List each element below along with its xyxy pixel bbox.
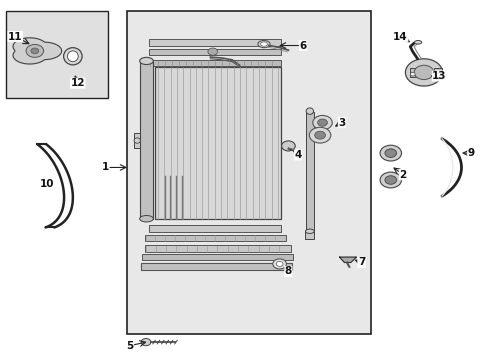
Bar bbox=[306, 112, 313, 237]
Circle shape bbox=[317, 119, 327, 126]
Bar bbox=[134, 134, 140, 148]
Ellipse shape bbox=[67, 51, 78, 62]
Bar bbox=[149, 39, 281, 45]
Text: 6: 6 bbox=[299, 41, 306, 50]
Text: 7: 7 bbox=[357, 257, 365, 267]
Circle shape bbox=[276, 261, 283, 266]
Ellipse shape bbox=[63, 48, 82, 65]
Bar bbox=[5, 12, 108, 98]
Bar bbox=[433, 68, 442, 78]
Ellipse shape bbox=[257, 41, 269, 48]
Ellipse shape bbox=[260, 42, 267, 46]
Circle shape bbox=[379, 145, 401, 161]
Bar bbox=[141, 263, 292, 270]
Circle shape bbox=[384, 149, 396, 157]
Circle shape bbox=[409, 72, 414, 76]
Text: 3: 3 bbox=[338, 118, 345, 128]
Bar bbox=[144, 234, 285, 241]
Circle shape bbox=[272, 259, 286, 269]
Polygon shape bbox=[339, 257, 356, 262]
Bar bbox=[149, 225, 281, 232]
Circle shape bbox=[314, 131, 325, 139]
Text: 4: 4 bbox=[294, 150, 301, 160]
Ellipse shape bbox=[140, 57, 153, 64]
Bar bbox=[127, 12, 370, 334]
Circle shape bbox=[384, 176, 396, 184]
Text: 12: 12 bbox=[70, 78, 85, 88]
Ellipse shape bbox=[305, 229, 314, 233]
Text: 9: 9 bbox=[467, 148, 474, 158]
Circle shape bbox=[207, 48, 217, 55]
Text: 11: 11 bbox=[8, 32, 22, 41]
Circle shape bbox=[432, 73, 437, 77]
Text: 8: 8 bbox=[284, 266, 291, 276]
Circle shape bbox=[31, 48, 39, 54]
Text: 10: 10 bbox=[40, 179, 54, 189]
Ellipse shape bbox=[305, 108, 313, 114]
Text: 1: 1 bbox=[102, 162, 109, 172]
Circle shape bbox=[309, 127, 330, 143]
Bar bbox=[140, 62, 153, 220]
Circle shape bbox=[312, 116, 331, 130]
Circle shape bbox=[413, 65, 433, 80]
Ellipse shape bbox=[134, 138, 140, 143]
Text: 2: 2 bbox=[399, 170, 406, 180]
Circle shape bbox=[379, 172, 401, 188]
Bar bbox=[149, 49, 281, 55]
Ellipse shape bbox=[414, 41, 421, 44]
Text: 14: 14 bbox=[392, 32, 407, 41]
Bar bbox=[155, 67, 281, 220]
Circle shape bbox=[405, 59, 442, 86]
Bar bbox=[142, 254, 293, 260]
Circle shape bbox=[141, 338, 151, 346]
Text: 5: 5 bbox=[126, 341, 133, 351]
Ellipse shape bbox=[140, 216, 153, 222]
Bar bbox=[144, 245, 290, 252]
Text: 13: 13 bbox=[431, 71, 446, 81]
Circle shape bbox=[281, 141, 295, 151]
Polygon shape bbox=[13, 38, 61, 64]
Circle shape bbox=[26, 44, 43, 57]
Bar bbox=[149, 59, 281, 66]
Bar bbox=[305, 231, 314, 239]
Bar bbox=[409, 68, 419, 77]
